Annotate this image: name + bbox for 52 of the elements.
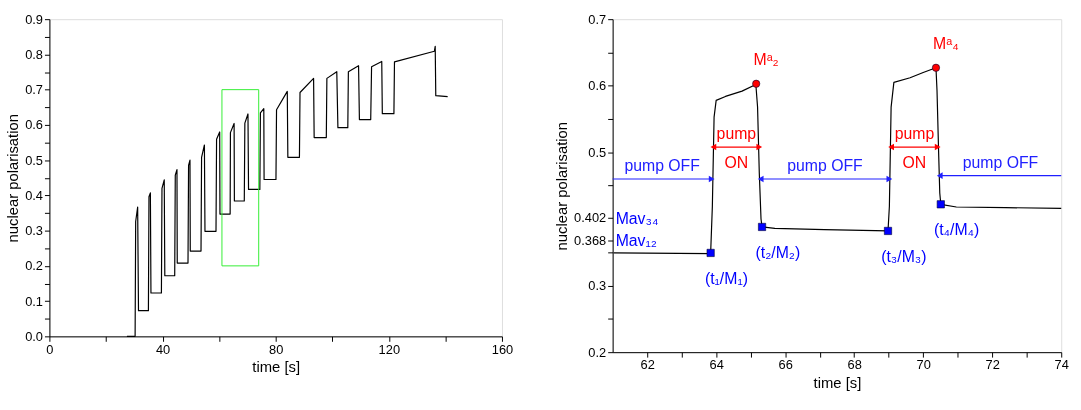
x-tick-label: 66 xyxy=(778,357,793,373)
y-tick-label: 0.4 xyxy=(25,187,43,203)
y-tick-label: 0.368 xyxy=(574,232,607,248)
x-tick-label: 72 xyxy=(985,357,1000,373)
data-label: (t₄/M₄) xyxy=(933,220,980,238)
x-tick-label: 120 xyxy=(378,341,401,357)
y-tick-label: 0.7 xyxy=(25,82,43,98)
x-tick-label: 160 xyxy=(491,341,514,357)
y-tick-label: 0.6 xyxy=(25,117,43,133)
y-tick-label: 0.3 xyxy=(25,223,43,239)
x-axis-title: time [s] xyxy=(252,359,301,376)
annotation: Mav₃₄ xyxy=(615,210,659,228)
y-tick-label: 0.1 xyxy=(25,293,43,309)
y-axis-title: nuclear polarisation xyxy=(554,121,571,251)
x-tick-label: 40 xyxy=(155,341,171,357)
y-tick-label: 0.0 xyxy=(25,328,43,344)
point xyxy=(706,248,715,257)
series-label: pump OFF xyxy=(624,157,701,175)
series-label: pump OFF xyxy=(787,157,864,175)
series-label: pump ON xyxy=(716,125,757,171)
point xyxy=(936,200,945,209)
series-label: pump ON xyxy=(894,125,935,171)
y-tick-label: 0.3 xyxy=(588,278,607,294)
y-tick-label: 0.402 xyxy=(574,210,607,226)
data-label: (t₁/M₁) xyxy=(704,269,749,287)
point xyxy=(752,79,761,88)
y-tick-label: 0.7 xyxy=(588,11,607,27)
y-tick-label: 0.2 xyxy=(588,344,607,360)
data-label: (t₂/M₂) xyxy=(755,243,801,261)
y-tick-label: 0.6 xyxy=(588,78,607,94)
y-tick-label: 0.5 xyxy=(588,144,607,160)
annotation: Mav₁₂ xyxy=(615,232,657,250)
x-tick-label: 74 xyxy=(1054,357,1069,373)
x-tick-label: 80 xyxy=(269,341,284,357)
x-tick-label: 64 xyxy=(709,357,724,373)
point xyxy=(758,222,767,231)
y-tick-label: 0.2 xyxy=(25,258,43,274)
x-tick-label: 0 xyxy=(46,341,54,357)
point xyxy=(884,226,892,235)
data-label: Mᵃ₂ xyxy=(753,51,779,68)
x-tick-label: 68 xyxy=(847,357,862,373)
series-label: pump OFF xyxy=(962,153,1039,171)
y-tick-label: 0.8 xyxy=(25,46,43,62)
y-axis-title: nuclear polarisation xyxy=(5,114,22,243)
data-label: Mᵃ₄ xyxy=(933,35,959,53)
x-axis-title: time [s] xyxy=(813,375,862,392)
y-tick-label: 0.5 xyxy=(25,152,43,168)
y-tick-label: 0.9 xyxy=(25,11,43,27)
x-tick-label: 62 xyxy=(640,357,655,373)
point xyxy=(932,63,940,72)
x-tick-label: 70 xyxy=(916,357,931,373)
data-label: (t₃/M₃) xyxy=(881,247,927,265)
